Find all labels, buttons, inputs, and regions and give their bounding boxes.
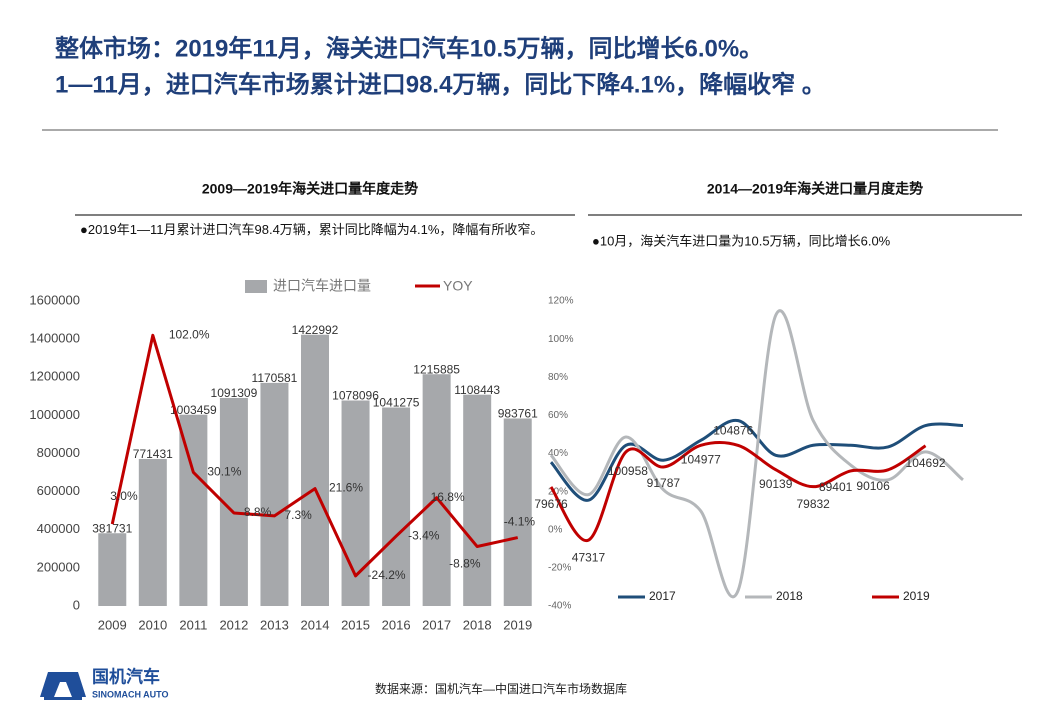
bar [463, 394, 492, 606]
data-label: 1422992 [292, 323, 339, 337]
y-tick-label: 600000 [37, 483, 80, 498]
x-tick-label: 2016 [382, 617, 411, 632]
y-tick-label: 1400000 [29, 331, 80, 346]
data-label: 1091309 [211, 386, 258, 400]
y2-tick-label: 0% [548, 524, 563, 535]
data-label: -4.1% [504, 515, 536, 529]
y2-tick-label: 20% [548, 486, 568, 497]
y2-tick-label: 60% [548, 410, 568, 421]
y-tick-label: 0 [73, 597, 80, 612]
logo: 国机汽车 SINOMACH AUTO [40, 666, 169, 700]
data-label: 1003459 [170, 403, 217, 417]
legend-label: 2018 [776, 589, 803, 603]
data-label: 102.0% [169, 327, 210, 341]
data-label: 1108443 [454, 383, 500, 397]
bar [341, 400, 370, 606]
data-label: -8.8% [449, 557, 481, 571]
data-label: 8.8% [244, 505, 272, 519]
bar [260, 382, 289, 606]
data-label: 21.6% [329, 481, 363, 495]
legend-label: 2019 [903, 589, 930, 603]
x-tick-label: 2010 [138, 617, 167, 632]
data-label: 79832 [796, 497, 830, 511]
y-tick-label: 400000 [37, 521, 80, 536]
x-tick-label: 2011 [179, 617, 207, 632]
y-tick-label: 1600000 [29, 292, 80, 307]
y2-tick-label: -20% [548, 563, 571, 574]
yoy-line [110, 333, 519, 578]
legend-swatch [245, 280, 267, 293]
bar [503, 418, 532, 606]
x-tick-label: 2018 [463, 617, 492, 632]
source: 数据来源：国机汽车—中国进口汽车市场数据库 [375, 681, 627, 696]
data-label: 90139 [759, 477, 793, 491]
data-label: -3.4% [408, 528, 440, 542]
legend-label: 进口汽车进口量 [273, 278, 371, 294]
data-label: 47317 [572, 550, 606, 564]
x-tick-label: 2014 [301, 617, 330, 632]
bar [382, 407, 411, 606]
data-label: 79676 [534, 497, 568, 511]
chart-title: 2009—2019年海关进口量年度走势 [202, 181, 418, 197]
x-tick-label: 2009 [98, 617, 127, 632]
data-label: 983761 [498, 407, 538, 421]
chart-note: ●10月，海关汽车进口量为10.5万辆，同比增长6.0% [592, 233, 891, 248]
logo-mark [40, 672, 86, 697]
data-label: 381731 [92, 521, 132, 535]
y-tick-label: 1200000 [29, 369, 80, 384]
y2-tick-label: 120% [548, 296, 574, 307]
y-tick-label: 200000 [37, 559, 80, 574]
series-line [549, 418, 964, 502]
data-label: 771431 [133, 447, 173, 461]
logo-subtitle: SINOMACH AUTO [92, 689, 169, 699]
data-label: 1078096 [332, 389, 379, 403]
data-label: -24.2% [368, 568, 406, 582]
data-label: 90106 [856, 479, 890, 493]
data-label: 100958 [608, 464, 648, 478]
data-label: 30.1% [207, 465, 241, 479]
data-label: 16.8% [431, 490, 465, 504]
series-line [549, 309, 964, 599]
headline: 1—11月，进口汽车市场累计进口98.4万辆，同比下降4.1%，降幅收窄 。 [55, 70, 826, 98]
data-label: 89401 [819, 480, 853, 494]
logo-name: 国机汽车 [92, 666, 160, 686]
logo-mark [44, 697, 82, 700]
headline: 整体市场：2019年11月，海关进口汽车10.5万辆，同比增长6.0%。 [55, 34, 763, 62]
bar [98, 533, 127, 606]
data-label: 1041275 [373, 396, 420, 410]
x-tick-label: 2017 [422, 617, 451, 632]
data-label: 1215885 [413, 362, 460, 376]
x-tick-label: 2012 [219, 617, 248, 632]
legend-label: YOY [443, 278, 473, 294]
chart-title: 2014—2019年海关进口量月度走势 [707, 181, 923, 197]
data-label: 104876 [713, 424, 753, 438]
y-tick-label: 800000 [37, 445, 80, 460]
note-box: ●2019年1—11月累计进口汽车98.4万辆，累计同比降幅为4.1%，降幅有所… [80, 222, 544, 237]
y-tick-label: 1000000 [29, 407, 80, 422]
x-tick-label: 2015 [341, 617, 370, 632]
data-label: 1170581 [252, 371, 298, 385]
y2-tick-label: 100% [548, 334, 574, 345]
series-line [549, 441, 927, 542]
bar [422, 374, 451, 606]
chart-note: ●2019年1—11月累计进口汽车98.4万辆，累计同比降幅为4.1%，降幅有所… [80, 222, 544, 237]
bar [179, 414, 208, 606]
y2-tick-label: -40% [548, 601, 571, 612]
bar [301, 334, 329, 606]
x-tick-label: 2013 [260, 617, 289, 632]
data-label: 3.0% [110, 489, 138, 503]
bar [138, 458, 167, 606]
legend-label: 2017 [649, 589, 676, 603]
data-label: 7.3% [284, 508, 312, 522]
data-label: 91787 [647, 476, 681, 490]
x-tick-label: 2019 [503, 617, 532, 632]
data-label: 104692 [906, 456, 946, 470]
y2-tick-label: 80% [548, 372, 568, 383]
y2-tick-label: 40% [548, 448, 568, 459]
data-label: 104977 [681, 452, 721, 466]
